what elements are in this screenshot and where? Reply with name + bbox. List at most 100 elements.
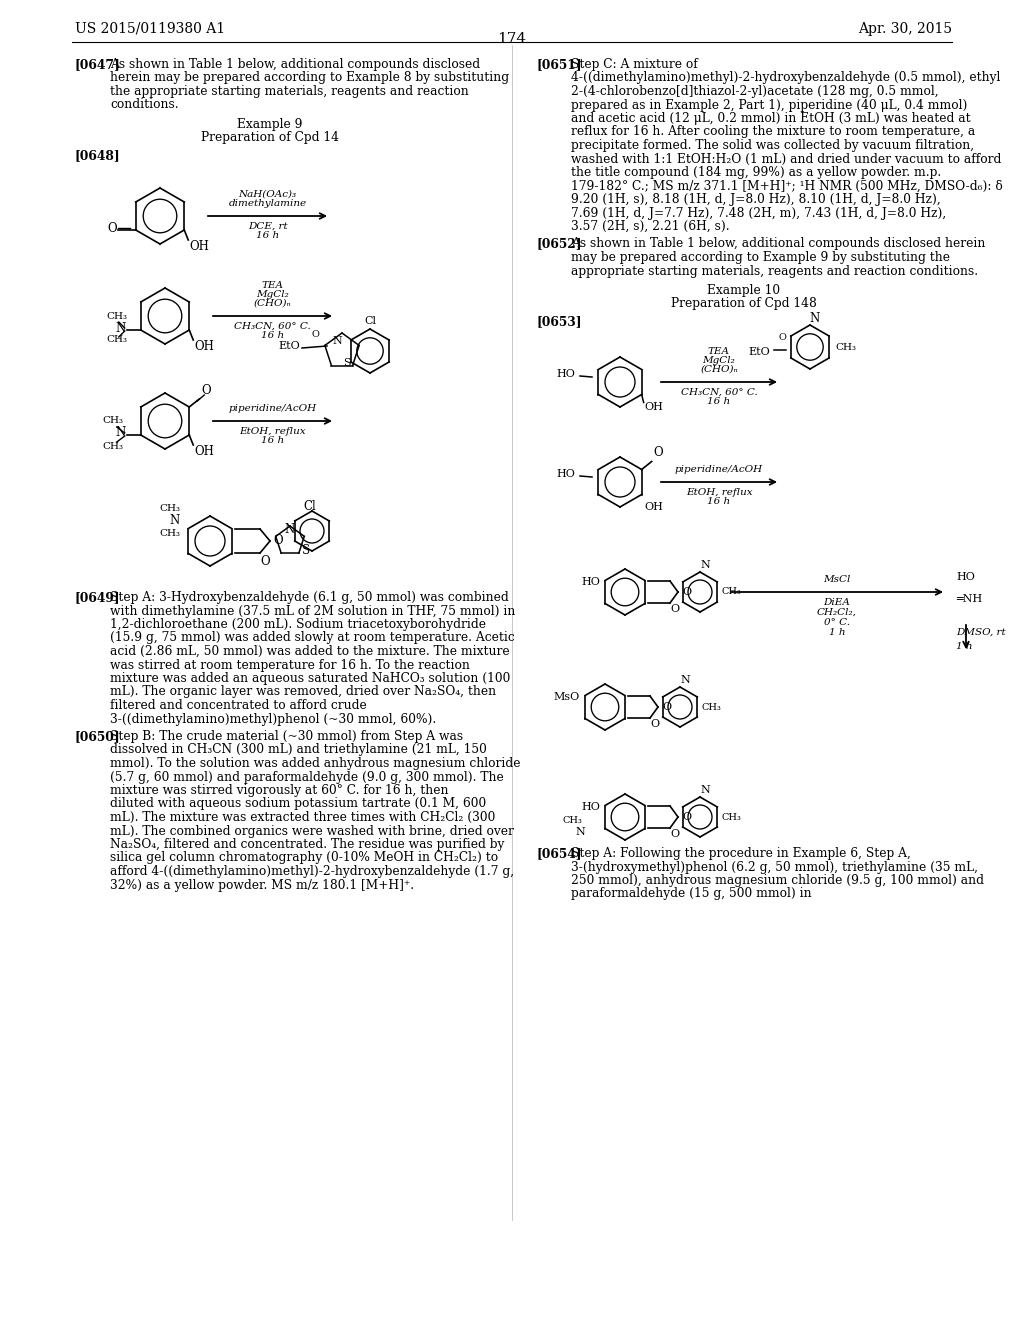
- Text: CH₃: CH₃: [106, 312, 127, 321]
- Text: O: O: [682, 587, 691, 597]
- Text: (5.7 g, 60 mmol) and paraformaldehyde (9.0 g, 300 mmol). The: (5.7 g, 60 mmol) and paraformaldehyde (9…: [110, 771, 504, 784]
- Text: Na₂SO₄, filtered and concentrated. The residue was purified by: Na₂SO₄, filtered and concentrated. The r…: [110, 838, 505, 851]
- Text: may be prepared according to Example 9 by substituting the: may be prepared according to Example 9 b…: [571, 251, 950, 264]
- Text: N: N: [332, 337, 342, 346]
- Text: the title compound (184 mg, 99%) as a yellow powder. m.p.: the title compound (184 mg, 99%) as a ye…: [571, 166, 941, 180]
- Text: O: O: [671, 605, 680, 614]
- Text: O: O: [662, 702, 671, 711]
- Text: with dimethylamine (37.5 mL of 2M solution in THF, 75 mmol) in: with dimethylamine (37.5 mL of 2M soluti…: [110, 605, 515, 618]
- Text: 1,2-dichloroethane (200 mL). Sodium triacetoxyborohydride: 1,2-dichloroethane (200 mL). Sodium tria…: [110, 618, 486, 631]
- Text: Preparation of Cpd 148: Preparation of Cpd 148: [671, 297, 816, 310]
- Text: dimethylamine: dimethylamine: [228, 199, 306, 209]
- Text: and acetic acid (12 μL, 0.2 mmol) in EtOH (3 mL) was heated at: and acetic acid (12 μL, 0.2 mmol) in EtO…: [571, 112, 971, 125]
- Text: 179-182° C.; MS m/z 371.1 [M+H]⁺; ¹H NMR (500 MHz, DMSO-d₆): δ: 179-182° C.; MS m/z 371.1 [M+H]⁺; ¹H NMR…: [571, 180, 1002, 193]
- Text: HO: HO: [582, 577, 600, 587]
- Text: CH₃CN, 60° C.: CH₃CN, 60° C.: [234, 322, 311, 331]
- Text: N: N: [116, 426, 126, 440]
- Text: HO: HO: [556, 469, 575, 479]
- Text: O: O: [273, 535, 283, 548]
- Text: [0652]: [0652]: [536, 238, 582, 251]
- Text: TEA: TEA: [261, 281, 284, 290]
- Text: 1 h: 1 h: [956, 642, 973, 651]
- Text: O: O: [202, 384, 211, 397]
- Text: ═NH: ═NH: [956, 594, 982, 605]
- Text: N: N: [700, 560, 710, 570]
- Text: CH₃: CH₃: [562, 816, 582, 825]
- Text: CH₃: CH₃: [106, 335, 127, 345]
- Text: CH₃: CH₃: [102, 442, 123, 451]
- Text: OH: OH: [195, 341, 214, 352]
- Text: 9.20 (1H, s), 8.18 (1H, d, J=8.0 Hz), 8.10 (1H, d, J=8.0 Hz),: 9.20 (1H, s), 8.18 (1H, d, J=8.0 Hz), 8.…: [571, 193, 941, 206]
- Text: was stirred at room temperature for 16 h. To the reaction: was stirred at room temperature for 16 h…: [110, 659, 470, 672]
- Text: piperidine/AcOH: piperidine/AcOH: [228, 404, 316, 413]
- Text: O: O: [682, 812, 691, 822]
- Text: OH: OH: [645, 403, 664, 412]
- Text: prepared as in Example 2, Part 1), piperidine (40 μL, 0.4 mmol): prepared as in Example 2, Part 1), piper…: [571, 99, 968, 111]
- Text: [0648]: [0648]: [75, 149, 121, 162]
- Text: (CHO)ₙ: (CHO)ₙ: [254, 300, 292, 308]
- Text: mixture was added an aqueous saturated NaHCO₃ solution (100: mixture was added an aqueous saturated N…: [110, 672, 510, 685]
- Text: mL). The mixture was extracted three times with CH₂Cl₂ (300: mL). The mixture was extracted three tim…: [110, 810, 496, 824]
- Text: O: O: [653, 446, 664, 459]
- Text: CH₂Cl₂,: CH₂Cl₂,: [817, 609, 857, 616]
- Text: 2-(4-chlorobenzo[d]thiazol-2-yl)acetate (128 mg, 0.5 mmol,: 2-(4-chlorobenzo[d]thiazol-2-yl)acetate …: [571, 84, 939, 98]
- Text: N: N: [170, 515, 180, 528]
- Text: O: O: [260, 554, 269, 568]
- Text: 3-((dimethylamino)methyl)phenol (~30 mmol, 60%).: 3-((dimethylamino)methyl)phenol (~30 mmo…: [110, 713, 436, 726]
- Text: 16 h: 16 h: [256, 231, 280, 240]
- Text: Cl: Cl: [304, 500, 316, 513]
- Text: Example 9: Example 9: [238, 117, 303, 131]
- Text: mL). The combined organics were washed with brine, dried over: mL). The combined organics were washed w…: [110, 825, 514, 837]
- Text: DCE, rt: DCE, rt: [248, 222, 288, 231]
- Text: 16 h: 16 h: [708, 397, 730, 407]
- Text: 7.69 (1H, d, J=7.7 Hz), 7.48 (2H, m), 7.43 (1H, d, J=8.0 Hz),: 7.69 (1H, d, J=7.7 Hz), 7.48 (2H, m), 7.…: [571, 206, 946, 219]
- Text: the appropriate starting materials, reagents and reaction: the appropriate starting materials, reag…: [110, 84, 469, 98]
- Text: CH₃: CH₃: [102, 416, 123, 425]
- Text: MsCl: MsCl: [823, 576, 851, 583]
- Text: paraformaldehyde (15 g, 500 mmol) in: paraformaldehyde (15 g, 500 mmol) in: [571, 887, 812, 900]
- Text: herein may be prepared according to Example 8 by substituting: herein may be prepared according to Exam…: [110, 71, 509, 84]
- Text: N: N: [575, 828, 585, 837]
- Text: [0651]: [0651]: [536, 58, 582, 71]
- Text: [0650]: [0650]: [75, 730, 121, 743]
- Text: N: N: [116, 322, 126, 334]
- Text: US 2015/0119380 A1: US 2015/0119380 A1: [75, 22, 225, 36]
- Text: S: S: [343, 358, 351, 368]
- Text: Preparation of Cpd 14: Preparation of Cpd 14: [201, 132, 339, 144]
- Text: reflux for 16 h. After cooling the mixture to room temperature, a: reflux for 16 h. After cooling the mixtu…: [571, 125, 975, 139]
- Text: HO: HO: [582, 803, 600, 812]
- Text: precipitate formed. The solid was collected by vacuum filtration,: precipitate formed. The solid was collec…: [571, 139, 974, 152]
- Text: O: O: [311, 330, 318, 339]
- Text: N: N: [285, 523, 295, 536]
- Text: diluted with aqueous sodium potassium tartrate (0.1 M, 600: diluted with aqueous sodium potassium ta…: [110, 797, 486, 810]
- Text: O: O: [778, 333, 786, 342]
- Text: OH: OH: [189, 240, 209, 253]
- Text: (15.9 g, 75 mmol) was added slowly at room temperature. Acetic: (15.9 g, 75 mmol) was added slowly at ro…: [110, 631, 515, 644]
- Text: Step C: A mixture of: Step C: A mixture of: [571, 58, 697, 71]
- Text: MgCl₂: MgCl₂: [256, 290, 289, 300]
- Text: HO: HO: [556, 370, 575, 379]
- Text: conditions.: conditions.: [110, 99, 178, 111]
- Text: 16 h: 16 h: [708, 498, 730, 506]
- Text: 174: 174: [498, 32, 526, 46]
- Text: O: O: [650, 719, 659, 729]
- Text: N: N: [810, 312, 820, 325]
- Text: N: N: [680, 675, 690, 685]
- Text: MgCl₂: MgCl₂: [702, 356, 735, 366]
- Text: OH: OH: [645, 503, 664, 512]
- Text: CH₃: CH₃: [835, 342, 856, 351]
- Text: CH₃: CH₃: [722, 813, 741, 821]
- Text: acid (2.86 mL, 50 mmol) was added to the mixture. The mixture: acid (2.86 mL, 50 mmol) was added to the…: [110, 645, 510, 657]
- Text: EtOH, reflux: EtOH, reflux: [240, 426, 306, 436]
- Text: 16 h: 16 h: [261, 436, 284, 445]
- Text: [0647]: [0647]: [75, 58, 121, 71]
- Text: 1 h: 1 h: [828, 628, 845, 638]
- Text: filtered and concentrated to afford crude: filtered and concentrated to afford crud…: [110, 700, 367, 711]
- Text: EtO: EtO: [749, 347, 770, 356]
- Text: mL). The organic layer was removed, dried over Na₂SO₄, then: mL). The organic layer was removed, drie…: [110, 685, 496, 698]
- Text: CH₃: CH₃: [160, 529, 180, 539]
- Text: As shown in Table 1 below, additional compounds disclosed: As shown in Table 1 below, additional co…: [110, 58, 480, 71]
- Text: (CHO)ₙ: (CHO)ₙ: [700, 366, 738, 374]
- Text: CH₃: CH₃: [722, 587, 741, 597]
- Text: As shown in Table 1 below, additional compounds disclosed herein: As shown in Table 1 below, additional co…: [571, 238, 985, 251]
